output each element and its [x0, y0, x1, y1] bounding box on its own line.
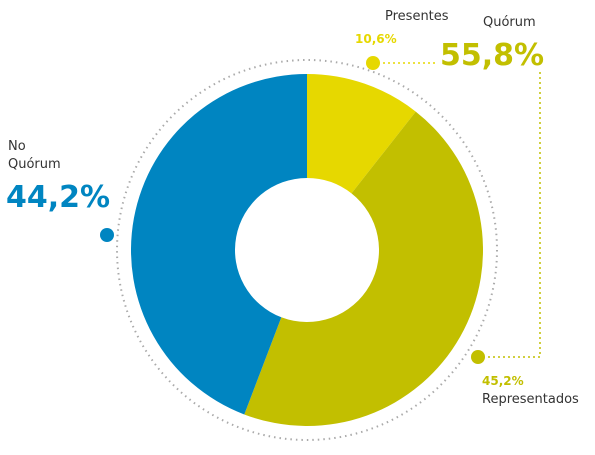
value-label: 44,2% [6, 180, 111, 215]
dotted-ring [116, 59, 498, 441]
label: Presentes [385, 9, 449, 24]
value-label: 45,2% [482, 374, 524, 388]
label: Quórum [483, 15, 536, 30]
value-label: 55,8% [440, 38, 545, 73]
slice [130, 74, 307, 415]
quorum-bracket [478, 72, 541, 358]
slices [130, 74, 483, 427]
slice [307, 74, 416, 194]
value-label: 10,6% [355, 32, 397, 46]
dot [471, 350, 485, 364]
label: No Quórum [8, 139, 61, 172]
slice [244, 111, 483, 427]
dot [366, 56, 380, 70]
dot [100, 228, 114, 242]
label: Representados [482, 392, 579, 407]
